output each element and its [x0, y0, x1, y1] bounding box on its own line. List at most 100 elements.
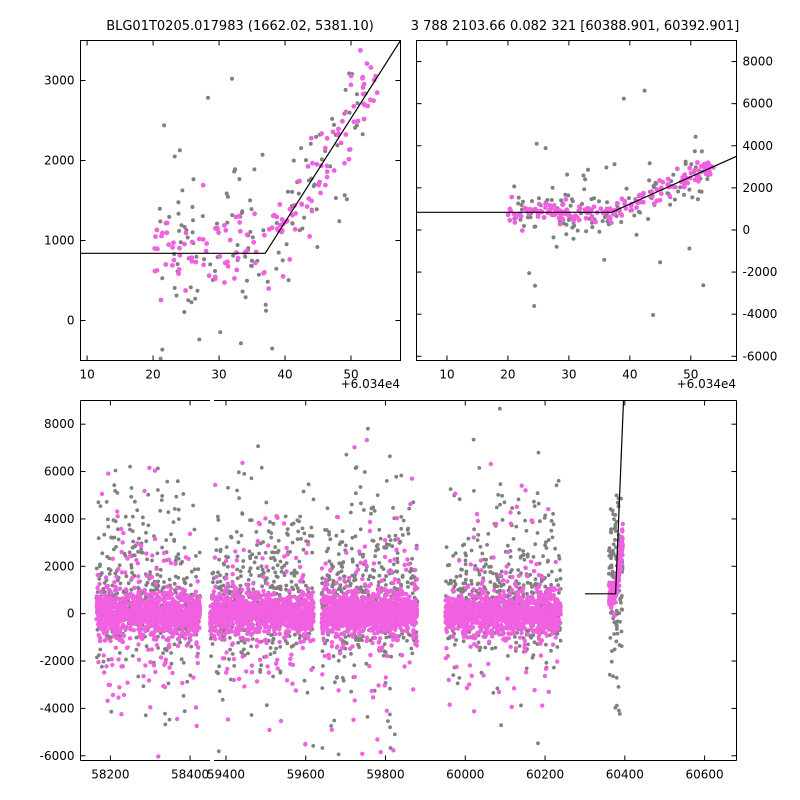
- magenta-point: [188, 637, 193, 643]
- gray-point: [636, 209, 641, 214]
- magenta-point: [124, 601, 130, 606]
- magenta-point: [121, 692, 127, 698]
- gray-point: [140, 515, 145, 520]
- gray-point: [235, 554, 240, 559]
- magenta-point: [667, 193, 673, 199]
- bottom-data-points: [94, 400, 625, 759]
- gray-point: [218, 547, 223, 552]
- magenta-point: [152, 623, 158, 629]
- gray-point: [229, 534, 233, 539]
- magenta-point: [573, 213, 578, 219]
- magenta-point: [384, 708, 389, 713]
- magenta-point: [541, 215, 547, 220]
- magenta-point: [109, 657, 114, 662]
- magenta-point: [273, 661, 279, 666]
- gray-point: [181, 694, 186, 698]
- gray-point: [240, 209, 245, 214]
- gray-point: [128, 464, 133, 469]
- gray-point: [276, 250, 281, 255]
- gray-point: [387, 542, 392, 547]
- magenta-point: [116, 657, 121, 662]
- gray-point: [298, 633, 303, 638]
- magenta-point: [193, 259, 199, 265]
- magenta-point: [98, 589, 103, 594]
- magenta-point: [183, 230, 189, 236]
- gray-point: [237, 496, 242, 500]
- magenta-point: [230, 641, 236, 646]
- magenta-point: [101, 653, 106, 658]
- magenta-point: [222, 223, 227, 228]
- magenta-point: [153, 581, 159, 586]
- magenta-point: [233, 610, 238, 616]
- magenta-point: [152, 246, 158, 251]
- magenta-point: [117, 603, 123, 609]
- magenta-point: [512, 220, 518, 225]
- magenta-point: [310, 160, 315, 166]
- magenta-point: [571, 217, 576, 223]
- gray-point: [602, 257, 607, 262]
- x-tick-label: 30: [561, 368, 576, 382]
- gray-point: [294, 641, 299, 646]
- gray-point: [304, 539, 309, 543]
- magenta-point: [290, 681, 295, 686]
- gray-point: [232, 664, 237, 668]
- magenta-point: [217, 254, 223, 259]
- magenta-point: [276, 600, 281, 605]
- gray-point: [284, 583, 289, 588]
- magenta-point: [166, 636, 171, 641]
- magenta-point: [695, 160, 700, 165]
- magenta-point: [105, 698, 110, 703]
- magenta-point: [287, 597, 293, 603]
- gray-point: [273, 545, 278, 549]
- gray-point: [263, 302, 268, 307]
- gray-point: [202, 257, 207, 262]
- magenta-point: [306, 613, 312, 618]
- gray-point: [158, 219, 163, 224]
- magenta-point: [707, 169, 712, 175]
- magenta-point: [220, 623, 225, 629]
- magenta-point: [224, 586, 229, 591]
- magenta-point: [165, 584, 170, 589]
- gray-point: [344, 641, 349, 646]
- magenta-point: [348, 73, 354, 79]
- gray-point: [361, 554, 365, 559]
- magenta-point: [118, 596, 124, 602]
- magenta-point: [319, 131, 324, 137]
- magenta-point: [196, 598, 201, 603]
- magenta-point: [168, 616, 173, 622]
- gray-point: [191, 218, 195, 223]
- gray-point: [182, 545, 187, 550]
- gray-point: [328, 537, 333, 542]
- magenta-point: [159, 233, 164, 239]
- gray-point: [195, 288, 200, 293]
- gray-point: [563, 192, 568, 197]
- magenta-point: [109, 591, 114, 596]
- magenta-point: [226, 597, 231, 602]
- gray-point: [516, 195, 521, 200]
- gray-point: [311, 744, 316, 748]
- magenta-point: [215, 629, 220, 634]
- gray-point: [266, 529, 271, 534]
- gray-point: [583, 177, 588, 182]
- gray-point: [225, 194, 230, 199]
- gray-point: [228, 677, 233, 682]
- magenta-point: [524, 207, 529, 213]
- magenta-point: [553, 207, 559, 213]
- gray-point: [272, 650, 277, 655]
- magenta-point: [128, 591, 133, 596]
- gray-point: [676, 189, 681, 194]
- magenta-point: [294, 619, 300, 624]
- gray-point: [358, 527, 363, 532]
- gray-point: [137, 536, 141, 541]
- gray-point: [283, 514, 288, 519]
- magenta-point: [171, 240, 176, 246]
- magenta-point: [273, 631, 278, 637]
- magenta-point: [197, 594, 203, 600]
- gray-point: [227, 657, 231, 662]
- magenta-point: [167, 613, 172, 618]
- magenta-point: [125, 556, 130, 561]
- magenta-point: [231, 656, 237, 662]
- gray-point: [230, 76, 234, 81]
- gray-point: [211, 570, 216, 575]
- gray-point: [167, 577, 172, 582]
